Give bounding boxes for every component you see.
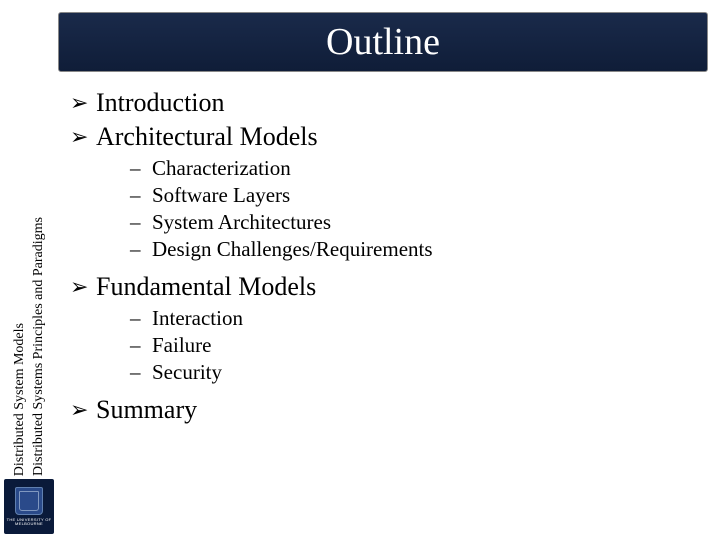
outline-sublist: Characterization Software Layers System … (130, 156, 700, 262)
logo-line2: MELBOURNE (15, 521, 43, 526)
university-logo: THE UNIVERSITY OF MELBOURNE (4, 479, 54, 534)
outline-subitem-label: Characterization (152, 156, 291, 180)
outline-subitem-label: Software Layers (152, 183, 290, 207)
slide-title: Outline (326, 20, 440, 64)
slide: Outline Distributed System Models Distri… (0, 0, 720, 540)
outline-item: Fundamental Models (70, 272, 700, 302)
outline-item-label: Fundamental Models (96, 272, 316, 301)
outline-item-label: Introduction (96, 88, 225, 117)
outline-subitem-label: Failure (152, 333, 211, 357)
outline-sublist: Interaction Failure Security (130, 306, 700, 385)
outline-item-label: Summary (96, 395, 197, 424)
outline-item: Architectural Models (70, 122, 700, 152)
outline-subitem: Design Challenges/Requirements (130, 237, 700, 262)
outline-content: Introduction Architectural Models Charac… (70, 84, 700, 530)
sidebar-label-2: Distributed Systems Principles and Parad… (31, 217, 48, 476)
outline-subitem-label: Security (152, 360, 222, 384)
crest-icon (15, 487, 43, 515)
title-bar: Outline (58, 12, 708, 72)
outline-subitem-label: System Architectures (152, 210, 331, 234)
outline-subitem: Software Layers (130, 183, 700, 208)
outline-item-label: Architectural Models (96, 122, 318, 151)
sidebar: Distributed System Models Distributed Sy… (0, 0, 60, 540)
sidebar-label-1: Distributed System Models (12, 323, 29, 476)
outline-subitem: System Architectures (130, 210, 700, 235)
outline-subitem: Characterization (130, 156, 700, 181)
outline-item: Introduction (70, 88, 700, 118)
logo-text: THE UNIVERSITY OF MELBOURNE (7, 518, 52, 527)
outline-item: Summary (70, 395, 700, 425)
outline-subitem-label: Design Challenges/Requirements (152, 237, 433, 261)
vertical-labels: Distributed System Models Distributed Sy… (6, 88, 54, 476)
outline-subitem: Interaction (130, 306, 700, 331)
outline-subitem-label: Interaction (152, 306, 243, 330)
outline-subitem: Security (130, 360, 700, 385)
outline-subitem: Failure (130, 333, 700, 358)
